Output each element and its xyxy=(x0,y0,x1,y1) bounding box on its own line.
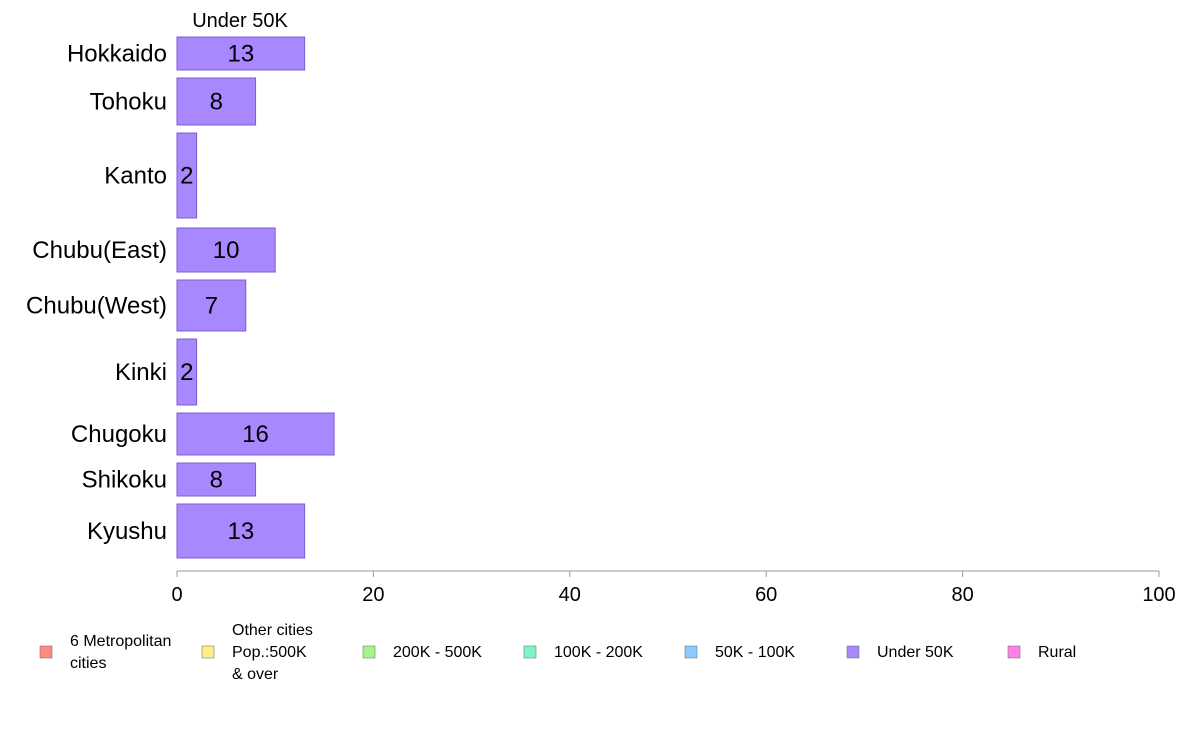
category-label: Shikoku xyxy=(82,467,167,494)
legend-swatch xyxy=(1007,645,1021,659)
bar-value-label: 8 xyxy=(210,89,223,116)
legend-item: 200K - 500K xyxy=(362,644,482,661)
x-tick-label: 0 xyxy=(171,584,182,606)
legend-swatch xyxy=(39,645,53,659)
bar-chubu-west xyxy=(176,279,247,332)
legend-label: Rural xyxy=(1038,644,1076,661)
category-label: Hokkaido xyxy=(67,41,167,68)
legend-item: Under 50K xyxy=(846,644,954,661)
legend: 6 Metropolitan cities Other cities Pop.:50… xyxy=(39,622,1076,683)
category-label: Chugoku xyxy=(71,421,167,448)
x-tick-label: 20 xyxy=(362,584,384,606)
bar-value-label: 10 xyxy=(213,237,240,264)
legend-label: 100K - 200K xyxy=(554,644,643,661)
bar-value-label: 8 xyxy=(210,467,223,494)
bar-value-label: 13 xyxy=(227,41,254,68)
legend-item: 50K - 100K xyxy=(684,644,795,661)
legend-label: 6 Metropolitan xyxy=(70,633,171,650)
legend-label: Other cities xyxy=(232,622,313,639)
category-label: Kinki xyxy=(115,359,167,386)
x-axis: 0 20 40 60 80 100 xyxy=(171,570,1176,606)
x-tick-label: 100 xyxy=(1142,584,1175,606)
bar-chubu-east xyxy=(176,227,276,273)
bar-value-label: 16 xyxy=(242,421,269,448)
category-label: Tohoku xyxy=(90,89,167,116)
bar-kinki xyxy=(176,338,198,406)
category-label: Kyushu xyxy=(87,518,167,545)
legend-item: Other cities Pop.:500K & over xyxy=(201,622,313,683)
category-label: Chubu(West) xyxy=(26,293,167,320)
category-label: Chubu(East) xyxy=(32,237,167,264)
x-tick-label: 40 xyxy=(559,584,581,606)
legend-label: & over xyxy=(232,666,279,683)
bar-value-label: 13 xyxy=(227,518,254,545)
legend-item: 100K - 200K xyxy=(523,644,643,661)
bar-value-label: 7 xyxy=(205,293,218,320)
legend-swatch xyxy=(523,645,537,659)
category-labels: Hokkaido Tohoku Kanto Chubu(East) Chubu(West… xyxy=(26,41,167,546)
x-tick-label: 80 xyxy=(951,584,973,606)
x-tick-label: 60 xyxy=(755,584,777,606)
legend-swatch xyxy=(201,645,215,659)
legend-label: Under 50K xyxy=(877,644,954,661)
bar-value-label: 2 xyxy=(180,359,193,386)
legend-swatch xyxy=(846,645,860,659)
bar-kyushu xyxy=(176,503,306,559)
bar-hokkaido xyxy=(176,36,306,71)
legend-label: Pop.:500K xyxy=(232,644,307,661)
legend-item: Rural xyxy=(1007,644,1076,661)
bar-value-label: 2 xyxy=(180,163,193,190)
legend-label: 200K - 500K xyxy=(393,644,482,661)
legend-label: cities xyxy=(70,655,106,672)
series-title: Under 50K xyxy=(192,10,288,32)
bar-chugoku xyxy=(176,412,335,456)
legend-label: 50K - 100K xyxy=(715,644,795,661)
bar-tohoku xyxy=(176,77,257,126)
bar-kanto xyxy=(176,132,198,219)
bar-shikoku xyxy=(176,462,257,497)
category-label: Kanto xyxy=(104,163,167,190)
legend-swatch xyxy=(684,645,698,659)
legend-item: 6 Metropolitan cities xyxy=(39,633,171,672)
legend-swatch xyxy=(362,645,376,659)
